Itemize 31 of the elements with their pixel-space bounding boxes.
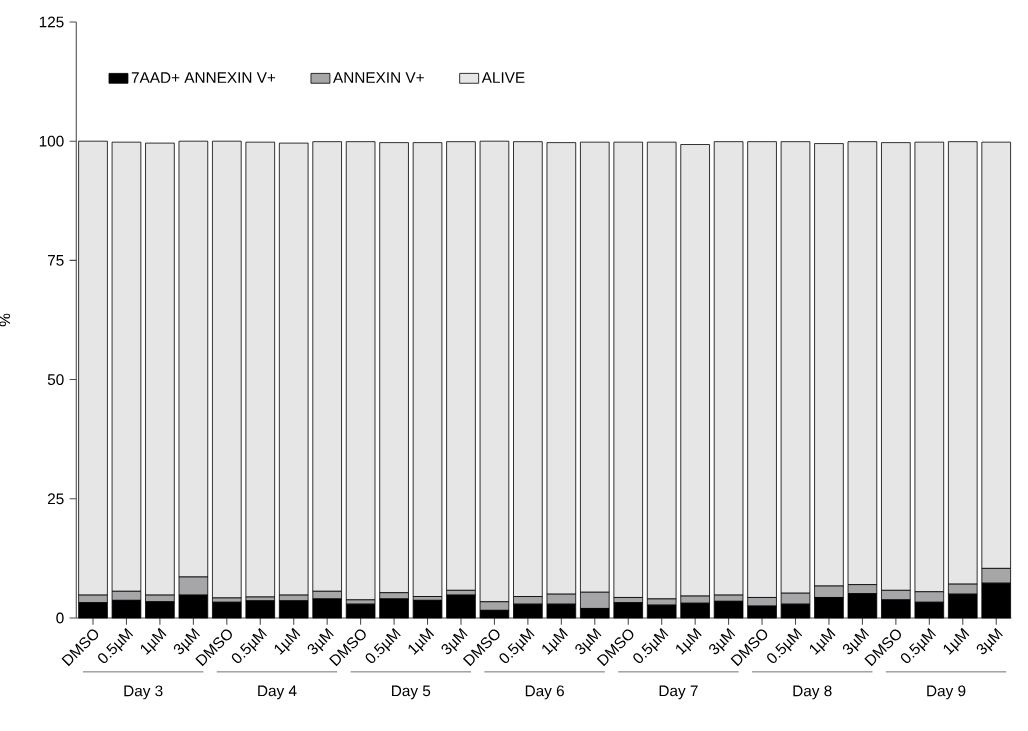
bar xyxy=(212,601,242,619)
y-tick-label: 50 xyxy=(47,374,64,386)
text: Day 3 xyxy=(124,685,163,700)
bar xyxy=(446,594,476,619)
bar xyxy=(345,141,376,601)
y-tick-label: 100 xyxy=(39,135,64,147)
text: Day 4 xyxy=(258,685,297,700)
y-tick-label: 75 xyxy=(47,255,64,266)
bar xyxy=(446,141,476,591)
bar xyxy=(245,600,276,619)
text: Day 7 xyxy=(659,685,698,700)
bar xyxy=(345,603,376,619)
bar xyxy=(245,141,276,598)
bar xyxy=(212,140,242,599)
legend-label: 7AAD+ ANNEXIN V+ xyxy=(131,72,276,83)
text: Day 6 xyxy=(525,685,564,700)
text: Day 9 xyxy=(927,685,966,700)
y-tick-label: 125 xyxy=(39,16,64,28)
y-tick-label: 0 xyxy=(56,612,64,624)
legend-label: ALIVE xyxy=(481,72,525,83)
y-tick-label: 25 xyxy=(47,493,64,505)
y-axis-title: % xyxy=(0,313,11,327)
text: Day 5 xyxy=(392,685,431,700)
bar xyxy=(646,141,677,600)
bar xyxy=(379,142,409,594)
bar xyxy=(412,599,443,619)
bar xyxy=(613,141,644,598)
bar xyxy=(412,142,443,597)
bar xyxy=(278,142,309,596)
legend-label: ANNEXIN V+ xyxy=(333,72,424,83)
text: Day 8 xyxy=(793,685,832,700)
